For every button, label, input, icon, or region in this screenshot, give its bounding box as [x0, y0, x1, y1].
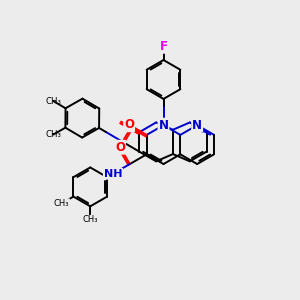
Text: CH₃: CH₃ — [82, 215, 98, 224]
Text: CH₃: CH₃ — [46, 97, 62, 106]
Text: CH₃: CH₃ — [54, 199, 70, 208]
Text: CH₃: CH₃ — [45, 130, 61, 139]
Text: O: O — [124, 118, 134, 131]
Text: N: N — [158, 119, 169, 132]
Text: N: N — [192, 119, 202, 132]
Text: O: O — [115, 141, 125, 154]
Text: NH: NH — [104, 169, 122, 179]
Text: F: F — [160, 40, 167, 53]
